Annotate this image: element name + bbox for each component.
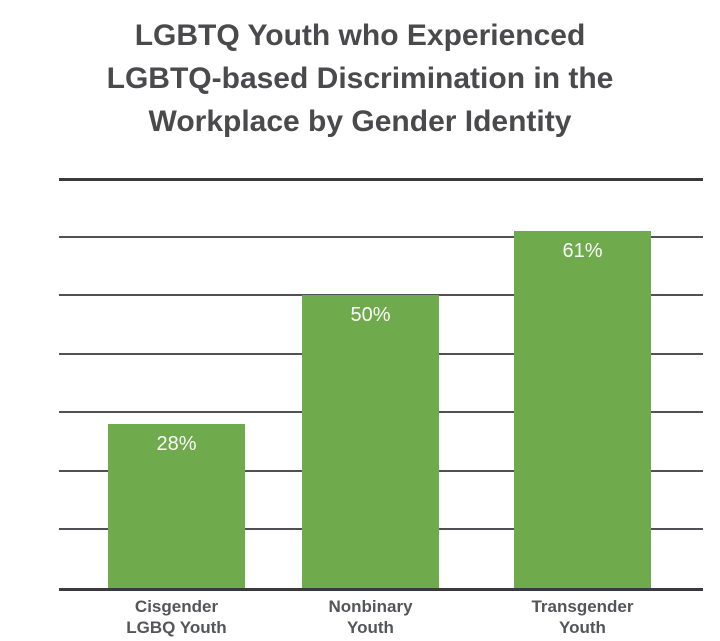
category-label: Cisgender LGBQ Youth	[92, 596, 262, 638]
category-label: Nonbinary Youth	[286, 596, 456, 638]
category-label-line: Nonbinary	[328, 597, 413, 616]
category-label: Transgender Youth	[498, 596, 668, 638]
category-label-line: Cisgender	[134, 597, 219, 616]
bar-value-label: 61%	[562, 239, 603, 262]
chart-title-line-1: LGBTQ Youth who Experienced	[134, 19, 586, 52]
chart-title-line-3: Workplace by Gender Identity	[148, 105, 572, 138]
bar-value-label: 50%	[350, 304, 391, 327]
x-axis-baseline	[59, 588, 703, 591]
bar: 61%	[514, 230, 651, 588]
plot-top-line	[59, 178, 703, 181]
plot-area: 28% Cisgender LGBQ Youth 50% Nonbinary Youth 6…	[59, 178, 703, 637]
category-label-line: LGBQ Youth	[126, 618, 227, 637]
category-label-line: Transgender	[531, 597, 634, 616]
chart-title: LGBTQ Youth who Experienced LGBTQ-based …	[0, 14, 720, 143]
chart-title-line-2: LGBTQ-based Discrimination in the	[106, 62, 614, 95]
bar: 28%	[108, 424, 245, 588]
bar-value-label: 28%	[156, 433, 197, 455]
gridline	[59, 235, 703, 238]
category-label-line: Youth	[559, 618, 606, 637]
category-label-line: Youth	[347, 618, 394, 637]
bar: 50%	[302, 295, 439, 588]
